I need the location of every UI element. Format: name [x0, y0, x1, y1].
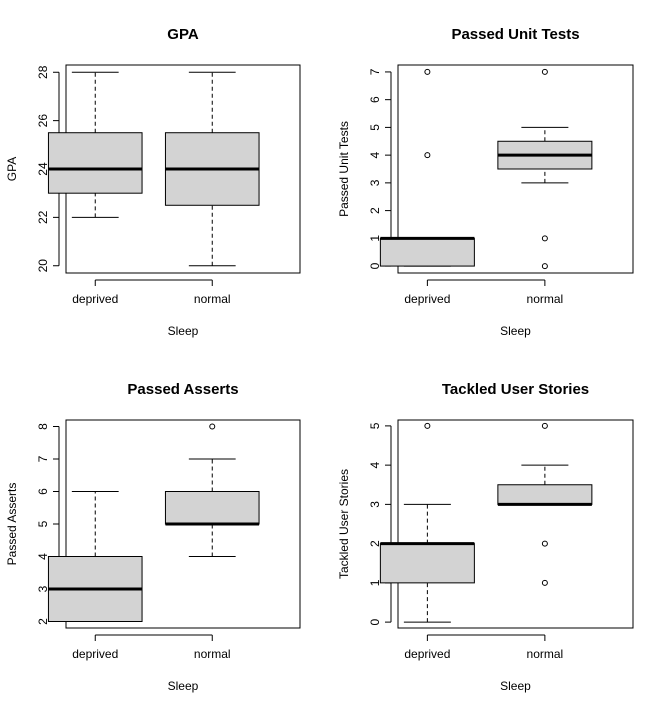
y-tick-label: 20: [36, 259, 50, 273]
category-label: deprived: [72, 647, 118, 661]
category-label: deprived: [72, 292, 118, 306]
outlier-point: [424, 152, 431, 159]
chart-title: GPA: [167, 26, 199, 43]
y-tick-label: 3: [36, 585, 50, 592]
box-normal: [497, 68, 593, 270]
iqr-box: [379, 543, 475, 584]
y-tick-label: 26: [36, 114, 50, 128]
box-deprived: [47, 71, 143, 218]
box-deprived: [379, 422, 475, 623]
chart-panel: Passed Unit Tests Sleep Passed Unit Tests 0…: [337, 26, 634, 338]
y-tick-label: 3: [368, 501, 382, 508]
x-axis-label: Sleep: [168, 679, 199, 693]
box-deprived: [47, 491, 143, 622]
category-label: deprived: [404, 292, 450, 306]
chart-title: Passed Unit Tests: [451, 26, 579, 43]
plot-frame: [65, 419, 301, 629]
y-axis-label: Passed Unit Tests: [337, 121, 351, 217]
y-tick-label: 6: [36, 488, 50, 495]
y-tick-label: 0: [368, 262, 382, 269]
y-tick-label: 5: [36, 520, 50, 527]
plot-frame: [397, 419, 634, 629]
chart-title: Tackled User Stories: [442, 381, 589, 398]
iqr-box: [497, 484, 593, 505]
y-tick-label: 7: [36, 455, 50, 462]
y-tick-label: 5: [368, 124, 382, 131]
outlier-point: [424, 68, 431, 75]
y-tick-label: 28: [36, 65, 50, 79]
outlier-point: [209, 423, 216, 430]
box-normal: [164, 423, 260, 557]
chart-title: Passed Asserts: [127, 381, 238, 398]
category-label: normal: [194, 647, 231, 661]
category-label: normal: [527, 292, 564, 306]
outlier-point: [541, 235, 548, 242]
box-normal: [164, 71, 260, 267]
y-tick-label: 4: [368, 151, 382, 158]
iqr-box: [164, 491, 260, 525]
y-tick-label: 7: [368, 68, 382, 75]
y-tick-label: 2: [36, 618, 50, 625]
x-axis-label: Sleep: [168, 324, 199, 338]
category-label: normal: [527, 647, 564, 661]
y-tick-label: 2: [368, 207, 382, 214]
x-axis-label: Sleep: [500, 324, 531, 338]
y-tick-label: 22: [36, 210, 50, 224]
y-axis-label: Passed Asserts: [5, 483, 19, 566]
iqr-box: [47, 132, 143, 194]
iqr-box: [379, 237, 475, 267]
box-deprived: [379, 68, 475, 267]
outlier-point: [541, 422, 548, 429]
y-tick-label: 24: [36, 162, 50, 176]
outlier-point: [541, 68, 548, 75]
y-tick-label: 4: [368, 461, 382, 468]
y-tick-label: 1: [368, 235, 382, 242]
y-tick-label: 4: [36, 553, 50, 560]
y-tick-label: 6: [368, 96, 382, 103]
y-tick-label: 0: [368, 618, 382, 625]
y-tick-label: 1: [368, 579, 382, 586]
x-axis-label: Sleep: [500, 679, 531, 693]
y-tick-label: 2: [368, 540, 382, 547]
outlier-point: [424, 422, 431, 429]
chart-panel: GPA Sleep GPA 20 22 24 26 28 deprived normal: [5, 26, 301, 338]
plot-frame: [397, 64, 634, 274]
category-label: deprived: [404, 647, 450, 661]
box-normal: [497, 422, 593, 586]
y-axis-label: Tackled User Stories: [337, 469, 351, 579]
outlier-point: [541, 540, 548, 547]
outlier-point: [541, 579, 548, 586]
chart-panel: Tackled User Stories Sleep Tackled User St…: [337, 381, 634, 693]
y-axis-label: GPA: [5, 157, 19, 181]
outlier-point: [541, 263, 548, 270]
chart-panel: Passed Asserts Sleep Passed Asserts 2 3 4 5 6 7 8…: [5, 381, 301, 693]
y-tick-label: 3: [368, 179, 382, 186]
category-label: normal: [194, 292, 231, 306]
y-tick-label: 8: [36, 423, 50, 430]
y-tick-label: 5: [368, 422, 382, 429]
